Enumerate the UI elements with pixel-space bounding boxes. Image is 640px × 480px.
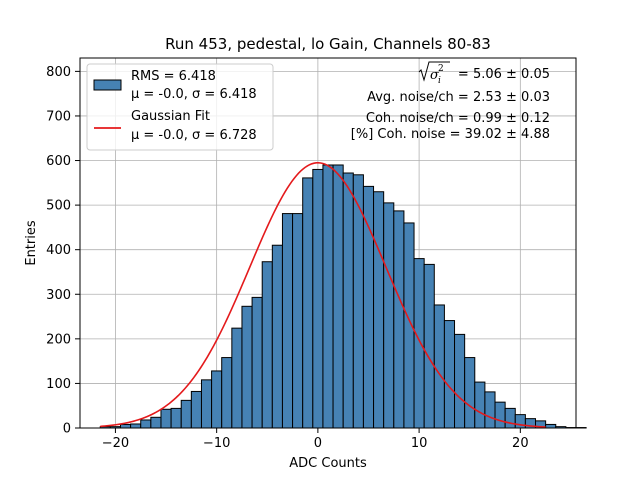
y-tick-label: 600 [46, 154, 71, 169]
histogram-bar [474, 381, 486, 429]
histogram-bar [484, 391, 496, 429]
coh-noise-text: Coh. noise/ch = 0.99 ± 0.12 [366, 111, 550, 126]
x-tick-label: 0 [314, 436, 322, 451]
y-tick-label: 200 [46, 332, 71, 347]
histogram-bar [160, 408, 172, 429]
x-tick-label: −10 [203, 436, 230, 451]
chart-title: Run 453, pedestal, lo Gain, Channels 80-… [165, 35, 491, 53]
histogram-bar [150, 416, 162, 429]
y-tick-label: 800 [46, 65, 71, 80]
sqrt-sigma-symbol: σ 2 i [418, 61, 450, 86]
histogram-bar [423, 263, 435, 429]
histogram-bar [383, 202, 395, 429]
histogram-bar [322, 164, 334, 429]
y-axis-ticks: 0 100 200 300 400 500 600 700 800 [46, 65, 80, 437]
histogram-bar [231, 327, 243, 429]
noise-annotations: σ 2 i = 5.06 ± 0.05 Avg. noise/ch = 2.53… [351, 61, 550, 142]
svg-text:i: i [438, 76, 441, 86]
histogram-bar [271, 244, 283, 429]
y-axis-label: Entries [24, 220, 39, 266]
histogram-bar [211, 370, 223, 429]
histogram-bar [454, 333, 466, 429]
histogram-bar [494, 401, 506, 429]
coh-noise-percent-text: [%] Coh. noise = 39.02 ± 4.88 [351, 127, 550, 142]
y-tick-label: 0 [63, 422, 71, 437]
y-tick-label: 400 [46, 243, 71, 258]
legend-fit-label: Gaussian Fit [131, 109, 210, 124]
x-axis-label: ADC Counts [289, 456, 367, 471]
histogram-bar [393, 210, 405, 429]
legend: RMS = 6.418 μ = -0.0, σ = 6.418 Gaussian… [86, 63, 274, 151]
x-tick-label: 20 [512, 436, 529, 451]
histogram-bar [180, 399, 192, 429]
x-axis-ticks: −20 −10 0 10 20 [102, 428, 529, 451]
histogram-bar [119, 423, 132, 429]
histogram-bar [221, 357, 233, 429]
histogram-bar [464, 357, 476, 429]
histogram-bar [413, 258, 425, 429]
histogram-bar [140, 419, 152, 429]
histogram-bar [443, 320, 456, 429]
legend-histogram-stats: μ = -0.0, σ = 6.418 [131, 87, 257, 102]
histogram-bar [292, 213, 304, 429]
histogram-bar [241, 305, 253, 429]
histogram-bar [302, 177, 314, 429]
y-tick-label: 100 [46, 377, 71, 392]
histogram-bar [545, 423, 557, 429]
histogram-bar [190, 390, 202, 429]
legend-histogram-swatch [93, 79, 122, 91]
histogram-bar [433, 304, 445, 429]
legend-box [86, 63, 274, 151]
histogram-bar [261, 261, 273, 429]
histogram-bar [200, 379, 213, 429]
x-tick-label: 10 [411, 436, 428, 451]
y-tick-label: 500 [46, 199, 71, 214]
avg-noise-text: Avg. noise/ch = 2.53 ± 0.03 [367, 90, 550, 105]
gaussian-fit-curve [100, 161, 546, 428]
y-tick-label: 300 [46, 288, 71, 303]
histogram-bar [362, 185, 375, 429]
histogram-bar [342, 172, 354, 429]
histogram-bar [504, 407, 516, 429]
legend-histogram-label: RMS = 6.418 [131, 69, 216, 84]
x-tick-label: −20 [102, 436, 129, 451]
histogram-bar [251, 296, 263, 429]
histogram-bar [130, 423, 142, 429]
histogram-bar [332, 164, 344, 429]
histogram-bar [373, 191, 385, 429]
y-tick-label: 700 [46, 109, 71, 124]
histogram-bar [312, 168, 324, 429]
plot-frame [79, 57, 577, 429]
histogram-bars [99, 164, 587, 429]
svg-text:σ: σ [430, 68, 440, 83]
histogram-bar [281, 213, 294, 429]
svg-text:2: 2 [438, 64, 444, 74]
histogram-bar [170, 407, 182, 429]
sigma-value: = 5.06 ± 0.05 [458, 67, 550, 82]
legend-fit-stats: μ = -0.0, σ = 6.728 [131, 128, 257, 143]
